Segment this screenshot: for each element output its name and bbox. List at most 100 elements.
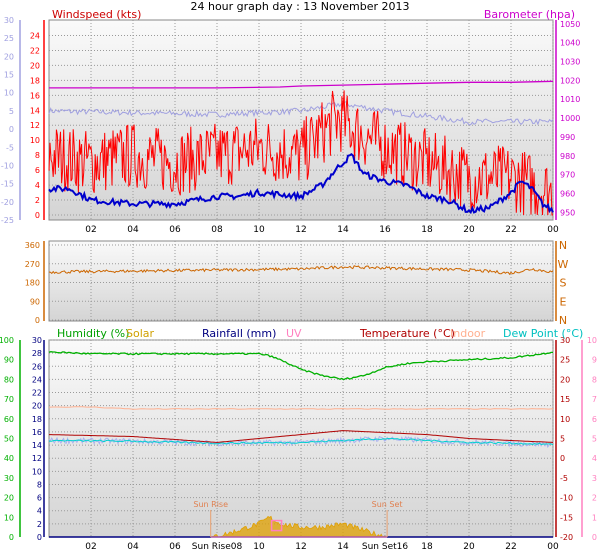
temp-hum-humidity-axis-tick-label: 80 [4, 375, 14, 384]
wind-baro-windspeed-axis-tick-label: 18 [30, 76, 40, 85]
wind-baro-x-tick-label: 22 [505, 225, 516, 235]
wind-baro-x-tick-label: 14 [337, 225, 349, 235]
temperature-legend: Temperature (°C) [359, 327, 455, 340]
wind-baro-x-tick-label: 16 [379, 225, 391, 235]
temp-hum-humidity-axis-tick-label: 100 [0, 336, 14, 345]
wind-baro-barometer-axis-tick-label: 980 [560, 152, 575, 161]
temp-hum-rainfall-axis-tick-label: 26 [32, 362, 42, 371]
wind-baro-x-tick-label: 12 [295, 225, 306, 235]
temp-hum-x-tick-label: 10 [253, 542, 265, 552]
wind-baro-outer-axis-tick-label: 15 [4, 71, 14, 80]
wind-baro-windspeed-axis-tick-label: 4 [35, 181, 40, 190]
outer-series-line [48, 100, 554, 126]
temp-hum-temperature-axis-tick-label: 0 [560, 454, 565, 463]
temp-hum-ticks: 3028262422201816141210864201009080706050… [0, 336, 597, 552]
wind-baro-x-tick-label: 04 [127, 225, 139, 235]
temp-hum-uv-axis-tick-label: 5 [592, 435, 597, 444]
temp-hum-uv-axis-tick-label: 8 [592, 375, 597, 384]
wind-baro-ticks: 242220181614121086420302520151050-5-10-1… [1, 16, 580, 235]
temp-hum-temperature-axis-tick-label: 20 [560, 375, 570, 384]
temp-hum-humidity-axis-tick-label: 10 [4, 513, 14, 522]
humidity-line [48, 351, 553, 381]
humidity-legend: Humidity (%) [57, 327, 129, 340]
wind-baro-barometer-axis-tick-label: 950 [560, 208, 575, 217]
temp-hum-temperature-axis-tick-label: 30 [560, 336, 570, 345]
chart-title: 24 hour graph day : 13 November 2013 [190, 0, 409, 13]
temp-hum-x-tick-label: 04 [127, 542, 139, 552]
temp-hum-humidity-axis-tick-label: 40 [4, 454, 14, 463]
wind-baro-outer-axis-tick-label: -5 [6, 143, 14, 152]
temp-hum-uv-axis-tick-label: 2 [592, 494, 597, 503]
temp-hum-humidity-axis-tick-label: 30 [4, 474, 14, 483]
temp-hum-rainfall-axis-tick-label: 22 [32, 389, 42, 398]
wind-direction-degrees-axis-tick-label: 270 [25, 260, 40, 269]
wind-direction-degrees-axis-tick-label: 360 [25, 241, 40, 250]
wind-baro-windspeed-axis-tick-label: 12 [30, 121, 40, 130]
wind-baro-outer-axis-tick-label: 20 [4, 52, 14, 61]
temp-hum-temperature-axis-tick-label: 15 [560, 395, 570, 404]
wind-baro-barometer-axis-tick-label: 1030 [560, 58, 580, 67]
temp-hum-rainfall-axis-tick-label: 28 [32, 349, 42, 358]
wind-baro-x-tick-label: 20 [463, 225, 475, 235]
temp-hum-x-tick-label: 20 [463, 542, 475, 552]
wind-baro-windspeed-axis-tick-label: 2 [35, 196, 40, 205]
temp-hum-rainfall-axis-tick-label: 16 [32, 428, 42, 437]
rainfall-legend: Rainfall (mm) [202, 327, 276, 340]
wind-baro-windspeed-axis-tick-label: 0 [35, 211, 40, 220]
wind-direction-degrees-axis-tick-label: 90 [30, 297, 40, 306]
wind-direction-degrees-axis-tick-label: 180 [25, 279, 40, 288]
temp-hum-humidity-axis-tick-label: 0 [9, 533, 14, 542]
temp-hum-uv-axis-tick-label: 7 [592, 395, 597, 404]
wind-baro-x-tick-label: 06 [169, 225, 181, 235]
temp-hum-series [48, 351, 554, 538]
temp-hum-x-tick-label: 06 [169, 542, 181, 552]
temp-hum-temperature-axis-tick-label: -20 [560, 533, 573, 542]
wind-direction-grid [49, 241, 554, 321]
wind-direction-compass-label: N [559, 239, 567, 252]
wind-baro-windspeed-axis-tick-label: 8 [35, 151, 40, 160]
temp-hum-rainfall-axis-tick-label: 10 [32, 467, 42, 476]
wind-baro-windspeed-axis-tick-label: 14 [30, 106, 40, 115]
wind-baro-barometer-axis-tick-label: 1040 [560, 39, 580, 48]
wind-baro-barometer-axis-tick-label: 1000 [560, 114, 580, 123]
wind-direction-compass-label: E [560, 295, 567, 308]
wind-baro-outer-axis-tick-label: 30 [4, 16, 14, 25]
wind-baro-outer-axis-tick-label: -25 [1, 216, 14, 225]
temp-hum-uv-axis-tick-label: 1 [592, 513, 597, 522]
temp-hum-rainfall-axis-tick-label: 18 [32, 415, 42, 424]
wind-baro-windspeed-axis-tick-label: 20 [30, 61, 40, 70]
wind-direction-series [48, 265, 554, 276]
temp-hum-x-tick-label: 00 [547, 542, 559, 552]
temp-hum-rainfall-axis-tick-label: 12 [32, 454, 42, 463]
temperature-line [49, 430, 554, 443]
average-windspeed-line [48, 152, 554, 215]
wind-baro-x-tick-label: 18 [421, 225, 433, 235]
wind-baro-windspeed-axis-tick-label: 6 [35, 166, 40, 175]
barometer-legend: Barometer (hpa) [484, 8, 575, 21]
temp-hum-uv-axis-tick-label: 10 [587, 336, 597, 345]
wind-baro-x-tick-label: 08 [211, 225, 223, 235]
wind-direction-compass-label: S [560, 277, 567, 290]
wind-direction-line [48, 265, 554, 276]
wind-baro-outer-axis-tick-label: -15 [1, 180, 14, 189]
windspeed-legend: Windspeed (kts) [52, 8, 141, 21]
temp-hum-humidity-axis-tick-label: 20 [4, 494, 14, 503]
wind-baro-barometer-axis-tick-label: 1050 [560, 20, 580, 29]
temp-hum-rainfall-axis-tick-label: 24 [32, 375, 42, 384]
sun-marker-label: Sun Set [372, 500, 403, 509]
wind-baro-outer-axis-tick-label: 5 [9, 107, 14, 116]
temp-hum-x-tick-label: 12 [295, 542, 306, 552]
temp-hum-x-tick-label: 18 [421, 542, 433, 552]
wind-baro-windspeed-axis-tick-label: 10 [30, 136, 40, 145]
temp-hum-x-tick-label: 22 [505, 542, 516, 552]
temp-hum-rainfall-axis-tick-label: 8 [37, 480, 42, 489]
temp-hum-humidity-axis-tick-label: 90 [4, 356, 14, 365]
temp-hum-rainfall-axis-tick-label: 14 [32, 441, 42, 450]
wind-baro-barometer-axis-tick-label: 1020 [560, 76, 580, 85]
indoor-legend: Indoor [450, 327, 486, 340]
temp-hum-rainfall-axis-tick-label: 20 [32, 402, 42, 411]
wind-baro-x-tick-label: 10 [253, 225, 265, 235]
wind-direction-degrees-axis-tick-label: 0 [35, 316, 40, 325]
temp-hum-temperature-axis-tick-label: 10 [560, 415, 570, 424]
dewpoint-line [48, 437, 554, 446]
